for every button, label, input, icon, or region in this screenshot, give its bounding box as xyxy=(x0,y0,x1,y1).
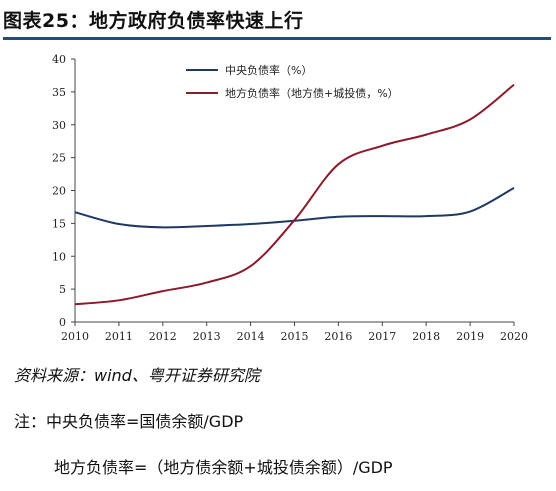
x-tick-label: 2012 xyxy=(149,330,177,343)
figure-title: 图表25：地方政府负债率快速上行 xyxy=(3,10,304,32)
y-tick-group: 0 5 10 15 20 25 30 35 40 xyxy=(52,53,75,329)
legend-label-1: 中央负债率（%） xyxy=(225,63,312,77)
y-tick-label: 25 xyxy=(52,152,66,165)
x-tick-label: 2018 xyxy=(412,330,440,343)
note-local-debt-ratio: 地方负债率=（地方债余额+城投债余额）/GDP xyxy=(54,458,393,477)
y-tick-label: 5 xyxy=(59,283,66,296)
x-tick-label: 2016 xyxy=(324,330,352,343)
y-tick-label: 15 xyxy=(52,217,66,230)
note-central-debt-ratio: 注：中央负债率=国债余额/GDP xyxy=(14,412,244,431)
y-tick-label: 30 xyxy=(52,119,66,132)
x-tick-group: 2010 2011 2012 2013 2014 2015 2016 2017 2018 2019… xyxy=(61,322,528,343)
x-tick-label: 2017 xyxy=(368,330,396,343)
legend: 中央负债率（%） 地方负债率（地方债+城投债，%） xyxy=(186,63,399,100)
series-line-2 xyxy=(74,83,515,306)
title-underline xyxy=(3,37,551,40)
title-bar: 图表25：地方政府负债率快速上行 xyxy=(3,2,551,40)
y-tick-label: 0 xyxy=(59,316,66,329)
x-tick-label: 2013 xyxy=(193,330,221,343)
x-tick-label: 2020 xyxy=(500,330,528,343)
x-tick-label: 2015 xyxy=(281,330,309,343)
x-tick-label: 2011 xyxy=(105,330,133,343)
legend-label-2: 地方负债率（地方债+城投债，%） xyxy=(225,86,399,100)
y-tick-label: 20 xyxy=(52,185,66,198)
series-lines xyxy=(74,83,515,306)
y-tick-label: 10 xyxy=(52,250,66,263)
x-tick-label: 2014 xyxy=(237,330,265,343)
y-tick-label: 35 xyxy=(52,86,66,99)
x-tick-label: 2010 xyxy=(61,330,89,343)
source-note: 资料来源：wind、粤开证券研究院 xyxy=(14,366,260,385)
y-tick-label: 40 xyxy=(52,53,66,66)
x-tick-label: 2019 xyxy=(456,330,484,343)
